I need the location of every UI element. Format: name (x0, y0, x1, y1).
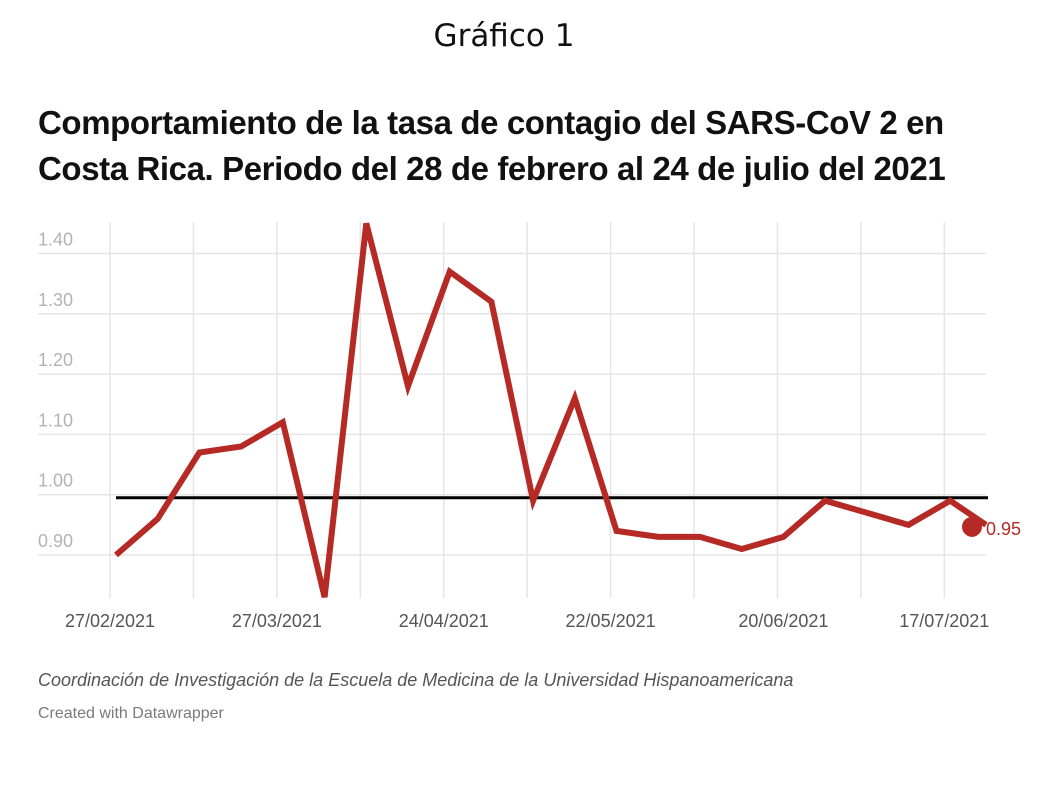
y-tick-label: 0.90 (38, 531, 73, 551)
figure-label: Gráfico 1 (433, 18, 575, 54)
x-tick-label: 27/02/2021 (65, 611, 155, 631)
series-line (114, 222, 988, 598)
x-tick-label: 22/05/2021 (566, 611, 656, 631)
y-tick-label: 1.40 (38, 230, 73, 250)
end-value-label: 0.95 (986, 519, 1021, 539)
x-axis-ticks: 27/02/2021 27/03/2021 24/04/2021 22/05/2021… (65, 611, 989, 631)
y-tick-label: 1.20 (38, 350, 73, 370)
end-point-marker (962, 516, 982, 537)
y-tick-label: 1.10 (38, 410, 73, 430)
source-note: Coordinación de Investigación de la Escu… (38, 670, 794, 690)
x-tick-label: 20/06/2021 (738, 611, 828, 631)
credit-line: Created with Datawrapper (38, 705, 224, 722)
x-tick-label: 24/04/2021 (399, 611, 489, 631)
y-axis-ticks: 0.90 1.00 1.10 1.20 1.30 1.40 (38, 230, 73, 552)
x-tick-label: 17/07/2021 (899, 611, 989, 631)
chart-title: Comportamiento de la tasa de contagio de… (38, 104, 946, 187)
x-tick-label: 27/03/2021 (232, 611, 322, 631)
y-tick-label: 1.00 (38, 471, 73, 491)
y-tick-label: 1.30 (38, 290, 73, 310)
line-chart: 0.90 1.00 1.10 1.20 1.30 1.40 27/02/2021 27/03… (38, 222, 1021, 631)
